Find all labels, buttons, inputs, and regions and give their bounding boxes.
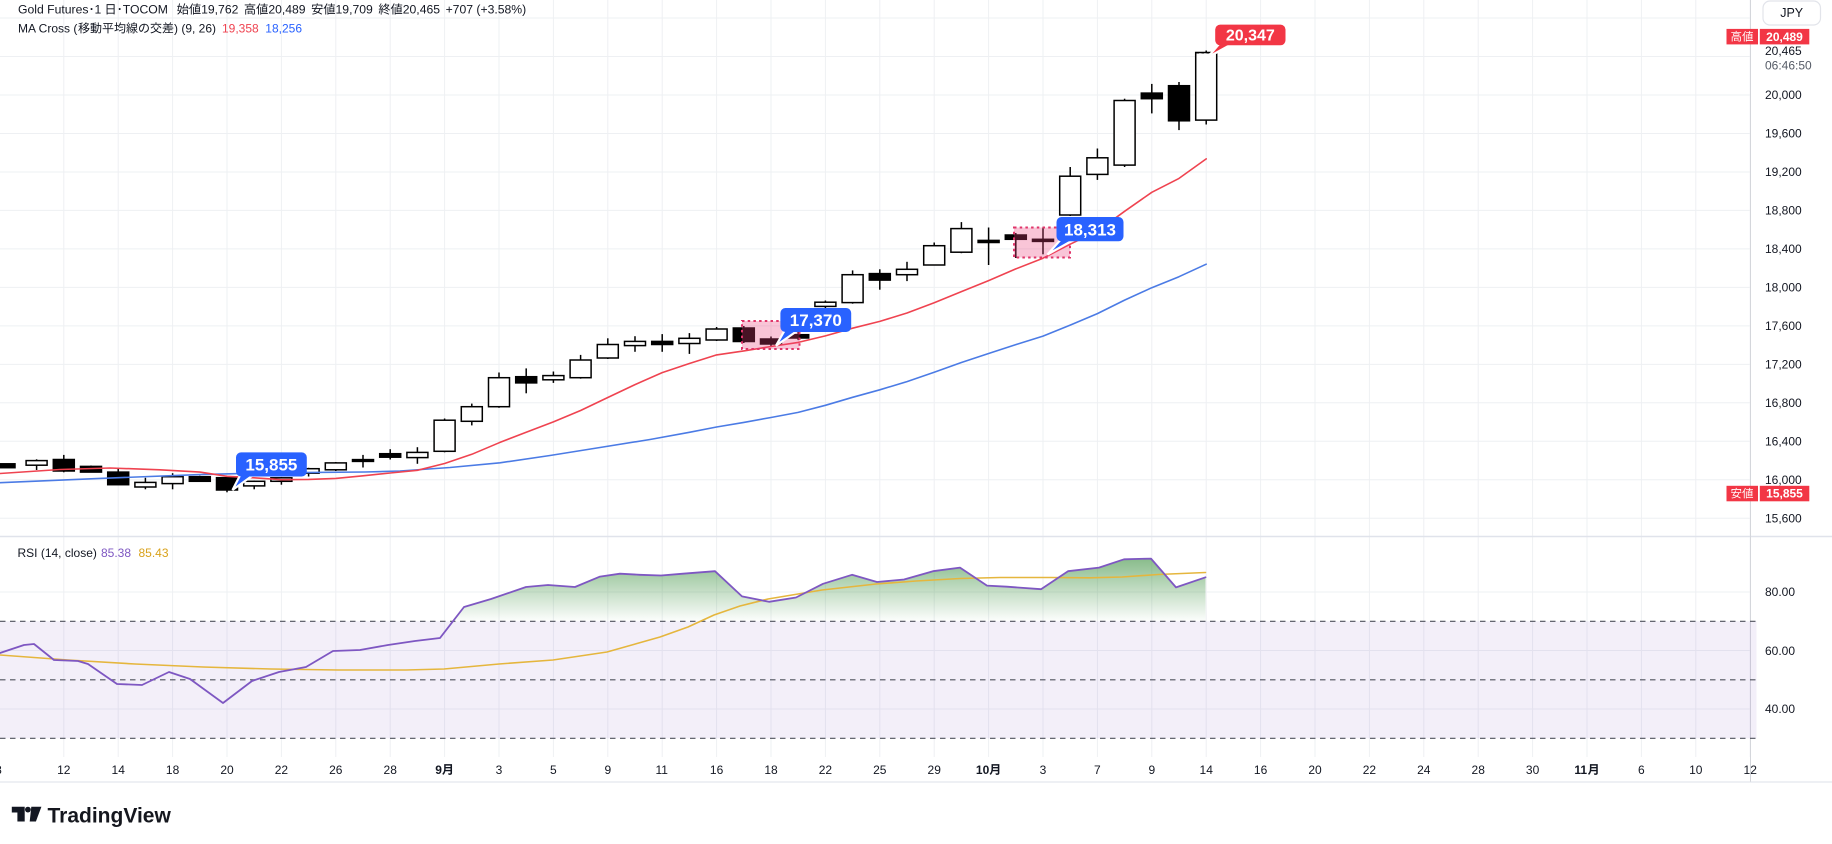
svg-text:19,358: 19,358	[222, 21, 259, 35]
svg-text:80.00: 80.00	[1765, 585, 1795, 599]
svg-text:17,200: 17,200	[1765, 358, 1802, 372]
svg-text:･TOCOM: ･TOCOM	[117, 3, 168, 17]
svg-text:28: 28	[1472, 763, 1486, 777]
svg-text:20,465: 20,465	[403, 3, 440, 17]
svg-text:12: 12	[57, 763, 71, 777]
svg-text:17,370: 17,370	[790, 311, 842, 330]
svg-text:19,762: 19,762	[201, 3, 238, 17]
svg-text:TradingView: TradingView	[48, 805, 172, 828]
svg-text:20,000: 20,000	[1765, 88, 1802, 102]
svg-text:18,800: 18,800	[1765, 204, 1802, 218]
svg-text:9: 9	[435, 763, 442, 777]
svg-text:85.43: 85.43	[139, 546, 169, 560]
svg-text:10: 10	[1689, 763, 1703, 777]
svg-text:11: 11	[656, 763, 669, 777]
svg-text:16,000: 16,000	[1765, 473, 1802, 487]
svg-text:19,600: 19,600	[1765, 127, 1802, 141]
svg-text:6: 6	[1638, 763, 1645, 777]
svg-text:15,855: 15,855	[245, 456, 297, 475]
svg-text:22: 22	[275, 763, 289, 777]
svg-text:10: 10	[976, 763, 990, 777]
svg-text:18,400: 18,400	[1765, 242, 1802, 256]
svg-text:19,709: 19,709	[336, 3, 373, 17]
svg-text:18: 18	[166, 763, 180, 777]
svg-text:20: 20	[220, 763, 234, 777]
svg-text:17,600: 17,600	[1765, 319, 1802, 333]
svg-text:12: 12	[1744, 763, 1758, 777]
svg-text:16,400: 16,400	[1765, 435, 1802, 449]
svg-text:Gold Futures･1: Gold Futures･1	[18, 3, 102, 17]
svg-text:19,200: 19,200	[1765, 165, 1802, 179]
svg-text:16,800: 16,800	[1765, 396, 1802, 410]
svg-text:22: 22	[819, 763, 833, 777]
svg-text:20: 20	[1308, 763, 1322, 777]
svg-text:7: 7	[1094, 763, 1101, 777]
svg-text:15,600: 15,600	[1765, 512, 1802, 526]
svg-text:15,855: 15,855	[1766, 487, 1803, 501]
svg-text:24: 24	[1417, 763, 1431, 777]
svg-text:60.00: 60.00	[1765, 644, 1795, 658]
svg-text:18,000: 18,000	[1765, 281, 1802, 295]
svg-text:06:46:50: 06:46:50	[1765, 58, 1812, 72]
svg-text:16: 16	[1254, 763, 1268, 777]
svg-text:22: 22	[1363, 763, 1377, 777]
svg-text:14: 14	[1200, 763, 1214, 777]
svg-text:18: 18	[764, 763, 778, 777]
svg-text:25: 25	[873, 763, 887, 777]
svg-text:16: 16	[710, 763, 724, 777]
svg-text:3: 3	[1040, 763, 1047, 777]
svg-text:JPY: JPY	[1780, 6, 1804, 20]
svg-text:18,313: 18,313	[1064, 220, 1116, 239]
svg-text:20,465: 20,465	[1765, 44, 1802, 58]
svg-text:8: 8	[0, 763, 2, 777]
svg-text:3: 3	[496, 763, 503, 777]
svg-text:28: 28	[384, 763, 398, 777]
svg-text:+707 (+3.58%): +707 (+3.58%)	[446, 3, 527, 17]
svg-text:14: 14	[112, 763, 126, 777]
svg-text:30: 30	[1526, 763, 1540, 777]
svg-text:9: 9	[604, 763, 611, 777]
svg-text:40.00: 40.00	[1765, 702, 1795, 716]
svg-text:26: 26	[329, 763, 343, 777]
svg-text:20,489: 20,489	[268, 3, 305, 17]
svg-text:18,256: 18,256	[265, 21, 302, 35]
svg-text:85.38: 85.38	[101, 546, 131, 560]
svg-text:5: 5	[550, 763, 557, 777]
svg-text:MA Cross (: MA Cross (	[18, 21, 77, 35]
svg-text:20,489: 20,489	[1766, 30, 1803, 44]
svg-text:9: 9	[1148, 763, 1155, 777]
svg-text:11: 11	[1574, 763, 1587, 777]
svg-text:29: 29	[928, 763, 942, 777]
svg-text:) (9, 26): ) (9, 26)	[174, 21, 216, 35]
svg-text:RSI (14, close): RSI (14, close)	[18, 546, 97, 560]
svg-text:20,347: 20,347	[1226, 28, 1275, 45]
